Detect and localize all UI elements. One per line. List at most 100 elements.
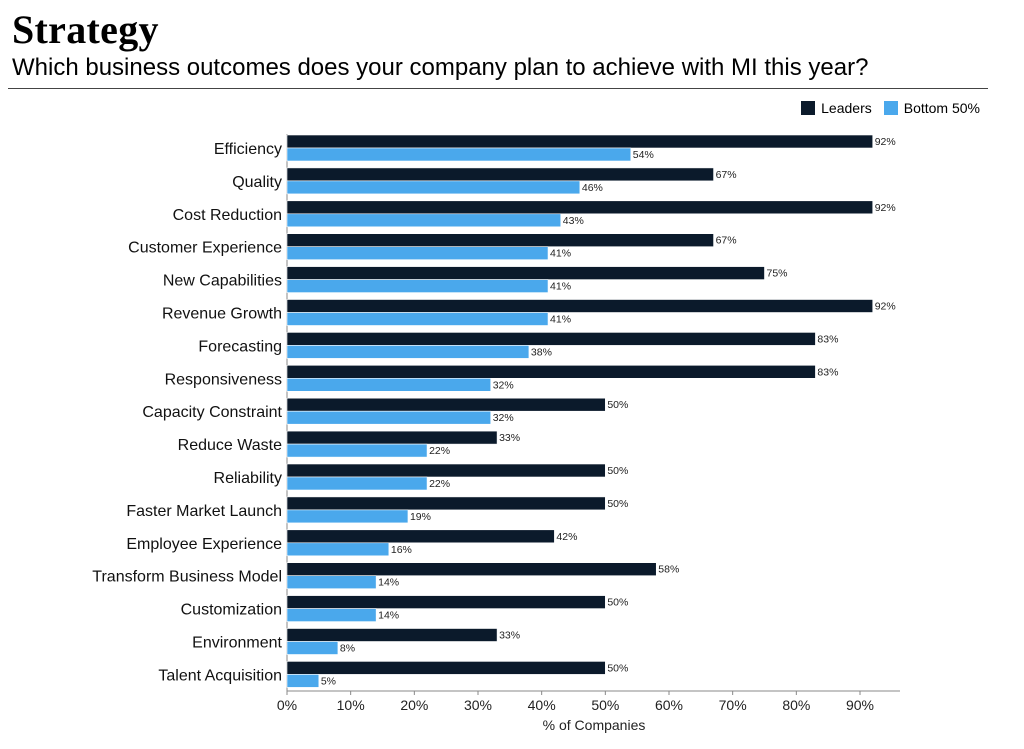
category-label: Quality [232,174,282,191]
data-label: 75% [767,268,788,280]
data-label: 14% [378,577,399,589]
bar-leaders [286,628,498,642]
legend-label-leaders: Leaders [821,100,872,116]
bar-bottom-50 [286,641,339,655]
category-label: Cost Reduction [173,207,282,224]
category-label: Efficiency [214,141,282,158]
category-label: Responsiveness [165,371,282,388]
data-label: 83% [817,333,838,345]
bar-bottom-50 [286,213,562,228]
x-tick-label: 80% [782,697,810,713]
data-label: 5% [321,675,336,687]
x-tick-label: 60% [655,697,683,713]
category-label: Talent Acquisition [158,667,282,684]
x-tick-label: 40% [528,697,556,713]
bar-bottom-50 [286,542,390,557]
data-label: 14% [378,610,399,622]
data-label: 46% [582,182,603,194]
legend-label-bottom-50: Bottom 50% [903,100,980,116]
bar-leaders [286,167,714,182]
data-label: 50% [607,399,628,411]
bar-bottom-50 [286,476,428,491]
data-label: 38% [531,346,552,358]
bar-leaders [286,397,606,412]
bar-leaders [286,595,606,609]
data-label: 42% [556,531,577,543]
data-label: 33% [499,432,520,444]
data-label: 50% [607,662,628,674]
category-label: Customer Experience [128,240,282,257]
bar-leaders [286,562,657,577]
data-label: 41% [550,314,571,326]
data-label: 22% [429,445,450,457]
data-label: 8% [340,643,355,655]
page-subtitle: Which business outcomes does your compan… [12,54,869,81]
bar-bottom-50 [286,312,549,326]
data-label: 92% [875,301,896,313]
data-label: 54% [633,149,654,161]
bar-leaders [286,529,555,544]
category-label: Reduce Waste [178,437,282,454]
data-label: 92% [875,202,896,214]
data-label: 32% [493,412,514,424]
data-label: 83% [817,366,838,378]
bar-leaders [286,134,874,149]
data-label: 43% [563,215,584,227]
x-tick-label: 50% [591,697,619,713]
data-label: 50% [607,465,628,477]
x-tick-label: 70% [719,697,747,713]
bar-bottom-50 [286,377,492,392]
legend-item-leaders: Leaders [801,100,872,116]
category-label: Employee Experience [126,536,282,553]
bar-bottom-50 [286,575,377,590]
legend-item-bottom-50: Bottom 50% [883,100,980,116]
bar-bottom-50 [286,410,492,425]
data-label: 58% [658,564,679,576]
data-label: 19% [410,511,431,523]
data-label: 41% [550,281,571,293]
page-title: Strategy [12,7,159,52]
x-tick-label: 30% [464,697,492,713]
data-label: 32% [493,379,514,391]
bar-leaders [286,496,606,511]
x-tick-label: 0% [277,697,297,713]
bar-leaders [286,200,874,215]
data-label: 50% [607,498,628,510]
bar-leaders [286,661,606,675]
data-label: 67% [716,169,737,181]
chart-legend: Leaders Bottom 50% [789,100,980,116]
bar-leaders [286,364,816,379]
bar-leaders [286,299,874,313]
bar-bottom-50 [286,443,428,458]
bar-bottom-50 [286,509,409,524]
bar-bottom-50 [286,674,320,688]
category-label: Transform Business Model [92,569,282,586]
bar-bottom-50 [286,147,632,162]
bar-leaders [286,463,606,478]
category-label: Customization [181,602,282,619]
category-label: Environment [192,635,282,652]
category-label: Faster Market Launch [126,503,282,520]
legend-swatch-leaders [801,101,816,115]
title-divider [8,88,988,89]
data-label: 67% [716,235,737,247]
bar-bottom-50 [286,180,581,195]
data-label: 16% [391,544,412,556]
data-label: 41% [550,248,571,260]
bar-bottom-50 [286,279,549,293]
category-label: Capacity Constraint [142,404,282,421]
data-label: 92% [875,136,896,148]
bar-bottom-50 [286,246,549,260]
category-label: Revenue Growth [162,306,282,323]
bar-leaders [286,233,714,247]
category-label: Forecasting [198,338,282,355]
x-tick-label: 90% [846,697,874,713]
bar-bottom-50 [286,608,377,622]
bar-leaders [286,266,765,280]
category-label: Reliability [214,470,282,487]
legend-swatch-bottom-50 [883,101,898,115]
x-tick-label: 10% [337,697,365,713]
x-tick-label: 20% [400,697,428,713]
bar-leaders [286,430,498,445]
